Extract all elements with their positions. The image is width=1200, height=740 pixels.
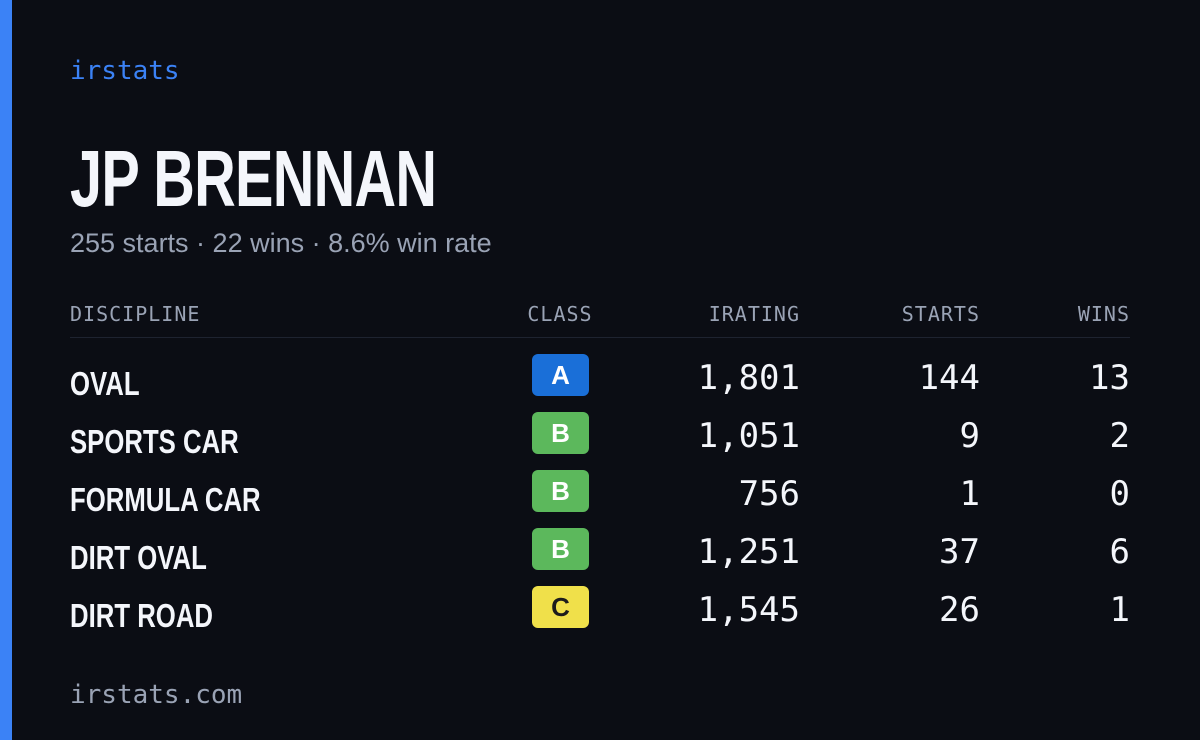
stat-value: 1,801	[697, 358, 800, 398]
stat-value: 1	[1109, 590, 1130, 630]
column-header: DISCIPLINE	[70, 302, 201, 326]
discipline: DIRT OVAL	[70, 539, 207, 576]
stat-value: 144	[918, 358, 980, 398]
discipline: FORMULA CAR	[70, 481, 261, 518]
stat-value: 1,051	[697, 416, 800, 456]
class-badge: A	[532, 354, 589, 396]
stat-value: 1,251	[697, 532, 800, 572]
column-header: CLASS	[527, 302, 593, 326]
header-rule	[70, 337, 1130, 338]
column-header: WINS	[1077, 302, 1130, 326]
discipline: DIRT ROAD	[70, 597, 213, 634]
stat-value: 13	[1089, 358, 1130, 398]
column-header: IRATING	[708, 302, 800, 326]
class-badge: B	[532, 470, 589, 512]
stat-value: 2	[1109, 416, 1130, 456]
stat-value: 1,545	[697, 590, 800, 630]
column-header: STARTS	[901, 302, 980, 326]
stat-value: 6	[1109, 532, 1130, 572]
brand: irstats	[70, 56, 180, 86]
footer: irstats.com	[70, 680, 243, 710]
discipline: OVAL	[70, 365, 140, 402]
class-badge: B	[532, 528, 589, 570]
stat-value: 9	[959, 416, 980, 456]
accent-bar	[0, 0, 12, 740]
stat-value: 756	[738, 474, 800, 514]
discipline: SPORTS CAR	[70, 423, 239, 460]
class-badge: B	[532, 412, 589, 454]
stat-value: 1	[959, 474, 980, 514]
stat-value: 26	[939, 590, 980, 630]
player-name: JP BRENNAN	[70, 134, 437, 223]
class-badge: C	[532, 586, 589, 628]
stat-value: 0	[1109, 474, 1130, 514]
player-summary: 255 starts · 22 wins · 8.6% win rate	[70, 228, 492, 258]
stat-value: 37	[939, 532, 980, 572]
